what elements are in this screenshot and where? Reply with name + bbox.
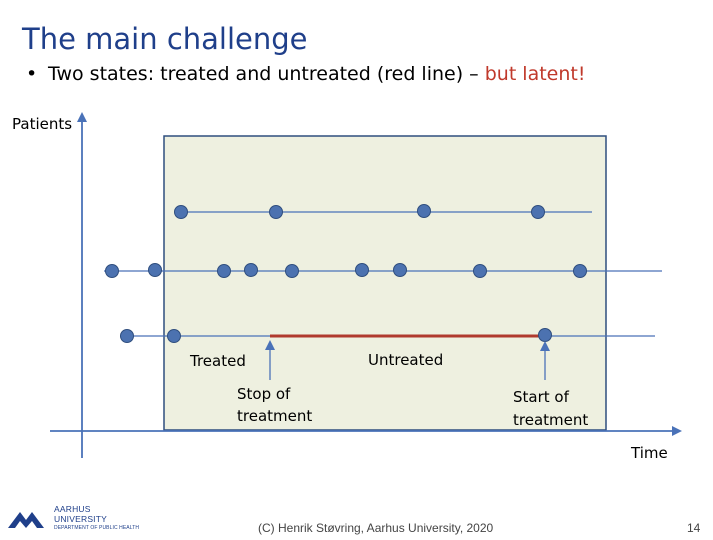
- university-logo: AARHUS UNIVERSITY DEPARTMENT OF PUBLIC H…: [6, 502, 146, 536]
- bullet-point: • Two states: treated and untreated (red …: [26, 63, 585, 85]
- stop-treatment-label-line2: treatment: [237, 407, 312, 425]
- event-marker: [269, 205, 283, 219]
- event-marker: [244, 263, 258, 277]
- event-marker: [573, 264, 587, 278]
- event-marker: [531, 205, 545, 219]
- event-marker: [417, 204, 431, 218]
- x-axis-label: Time: [630, 444, 668, 462]
- event-marker: [285, 264, 299, 278]
- bullet-marker: •: [26, 63, 38, 85]
- page-number: 14: [687, 521, 701, 535]
- y-axis-label: Patients: [12, 115, 72, 133]
- event-marker: [120, 329, 134, 343]
- logo-mark-icon: [8, 512, 44, 528]
- start-treatment-label-line2: treatment: [513, 411, 588, 429]
- event-marker: [148, 263, 162, 277]
- stop-treatment-label-line1: Stop of: [237, 385, 291, 403]
- event-marker: [105, 264, 119, 278]
- event-marker: [167, 329, 181, 343]
- event-marker: [174, 205, 188, 219]
- event-marker: [217, 264, 231, 278]
- bullet-highlight: but latent!: [484, 63, 586, 85]
- event-marker: [355, 263, 369, 277]
- logo-line-2: UNIVERSITY: [54, 514, 108, 524]
- start-treatment-label-line1: Start of: [513, 388, 570, 406]
- treated-label: Treated: [189, 352, 246, 370]
- observation-window: [163, 135, 607, 431]
- logo-line-1: AARHUS: [54, 504, 91, 514]
- logo-line-3: DEPARTMENT OF PUBLIC HEALTH: [54, 525, 140, 531]
- bullet-text: Two states: treated and untreated (red l…: [48, 63, 485, 85]
- event-marker: [473, 264, 487, 278]
- event-marker: [538, 328, 552, 342]
- untreated-label: Untreated: [368, 351, 443, 369]
- slide-title: The main challenge: [22, 22, 308, 56]
- footer-copyright: (C) Henrik Støvring, Aarhus University, …: [258, 521, 494, 535]
- event-marker: [393, 263, 407, 277]
